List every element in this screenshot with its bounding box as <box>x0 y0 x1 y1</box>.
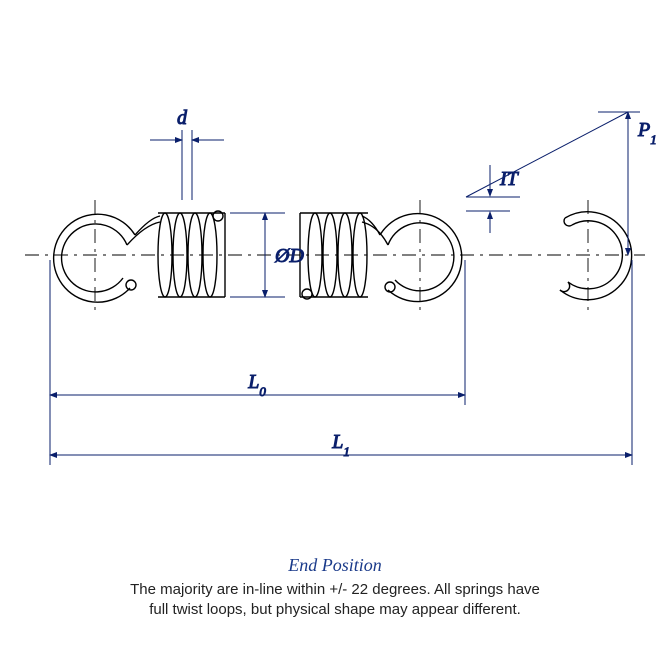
label-P1: P1 <box>637 119 657 147</box>
label-d: d <box>177 107 188 129</box>
label-L0-main: L <box>247 371 259 393</box>
left-coils <box>158 211 225 297</box>
caption-line2: full twist loops, but physical shape may… <box>149 601 521 618</box>
label-L1-sub: 1 <box>343 444 350 459</box>
label-L1: L1 <box>331 431 350 459</box>
dim-L0: L0 <box>50 260 465 405</box>
spring-svg: d ØD L0 L1 <box>0 0 670 540</box>
label-P1-main: P <box>637 119 650 141</box>
centerlines <box>25 200 645 310</box>
spring-body <box>54 211 632 302</box>
label-IT: IT <box>499 168 520 190</box>
caption-line1: The majority are in-line within +/- 22 d… <box>130 581 540 598</box>
caption-body: The majority are in-line within +/- 22 d… <box>0 580 670 621</box>
label-L0-sub: 0 <box>259 384 266 399</box>
right-loop <box>362 214 462 302</box>
label-D: ØD <box>274 245 304 267</box>
caption-title: End Position <box>0 555 670 576</box>
dim-P1: P1 <box>598 112 657 255</box>
end-view-loop <box>560 212 632 300</box>
dim-d: d <box>150 107 224 200</box>
right-coils <box>300 213 368 299</box>
label-L0: L0 <box>247 371 266 399</box>
spring-diagram: d ØD L0 L1 <box>0 0 670 540</box>
label-P1-sub: 1 <box>650 132 657 147</box>
left-loop <box>54 214 160 302</box>
label-L1-main: L <box>331 431 343 453</box>
